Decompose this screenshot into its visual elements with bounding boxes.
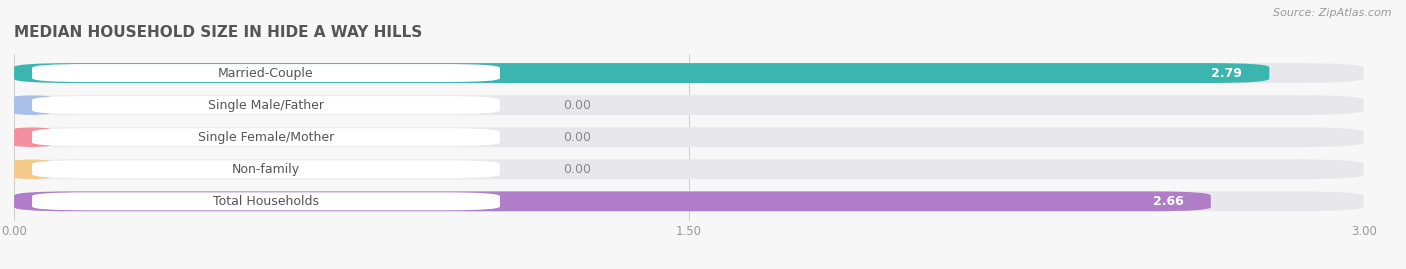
Text: Single Male/Father: Single Male/Father [208, 99, 323, 112]
Text: 0.00: 0.00 [562, 163, 591, 176]
FancyBboxPatch shape [14, 159, 1364, 179]
Text: Source: ZipAtlas.com: Source: ZipAtlas.com [1274, 8, 1392, 18]
FancyBboxPatch shape [14, 95, 1364, 115]
FancyBboxPatch shape [14, 127, 1364, 147]
FancyBboxPatch shape [14, 192, 1364, 211]
FancyBboxPatch shape [32, 64, 501, 82]
FancyBboxPatch shape [32, 192, 501, 210]
FancyBboxPatch shape [14, 127, 51, 147]
Text: Single Female/Mother: Single Female/Mother [198, 131, 335, 144]
Text: Total Households: Total Households [214, 195, 319, 208]
Text: MEDIAN HOUSEHOLD SIZE IN HIDE A WAY HILLS: MEDIAN HOUSEHOLD SIZE IN HIDE A WAY HILL… [14, 26, 422, 40]
Text: 0.00: 0.00 [562, 99, 591, 112]
FancyBboxPatch shape [14, 159, 51, 179]
FancyBboxPatch shape [14, 95, 51, 115]
FancyBboxPatch shape [32, 96, 501, 114]
Text: 0.00: 0.00 [562, 131, 591, 144]
Text: Married-Couple: Married-Couple [218, 66, 314, 80]
FancyBboxPatch shape [14, 192, 1211, 211]
FancyBboxPatch shape [14, 63, 1270, 83]
Text: Non-family: Non-family [232, 163, 299, 176]
FancyBboxPatch shape [32, 128, 501, 146]
Text: 2.79: 2.79 [1212, 66, 1243, 80]
Text: 2.66: 2.66 [1153, 195, 1184, 208]
FancyBboxPatch shape [32, 160, 501, 178]
FancyBboxPatch shape [14, 63, 1364, 83]
